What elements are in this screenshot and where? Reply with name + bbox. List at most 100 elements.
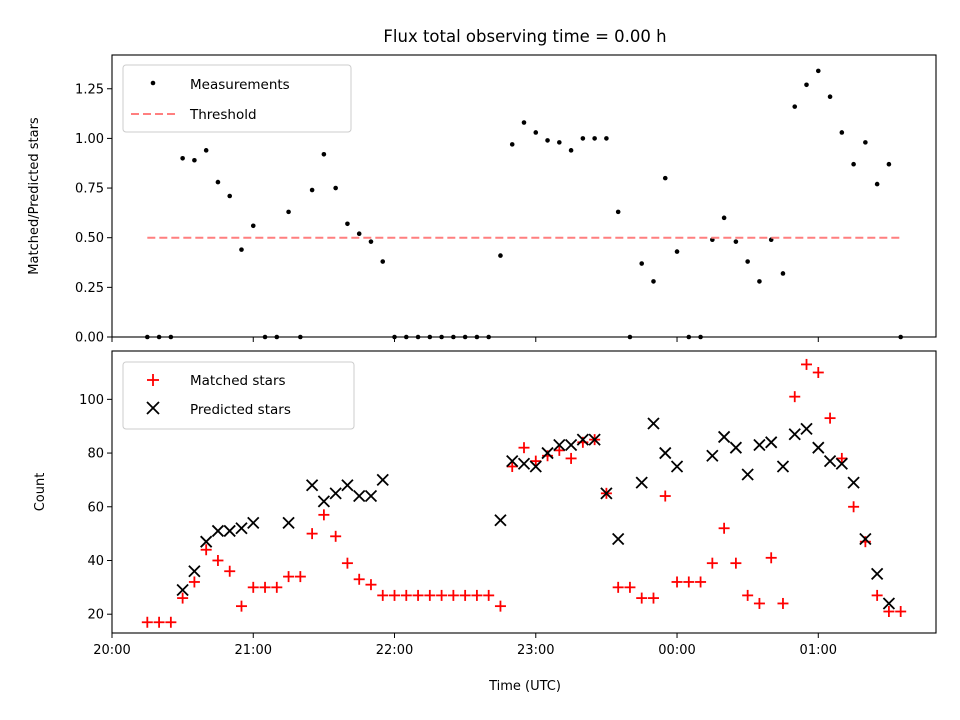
predicted-stars-point xyxy=(882,597,896,610)
top-y-tick-label: 0.00 xyxy=(75,331,104,346)
matched-stars-point xyxy=(459,589,471,601)
matched-stars-point xyxy=(318,509,330,521)
bottom-y-tick-label: 60 xyxy=(87,500,104,515)
predicted-stars-point xyxy=(823,454,837,468)
predicted-stars-point xyxy=(612,532,625,546)
matched-stars-point xyxy=(353,573,365,585)
predicted-stars-point xyxy=(247,516,260,530)
matched-stars-point xyxy=(789,391,801,403)
measurements-point xyxy=(839,130,845,135)
matched-stars-point xyxy=(647,592,659,604)
measurements-point xyxy=(545,138,550,143)
measurements-point xyxy=(521,120,527,125)
matched-stars-point xyxy=(871,589,883,601)
matched-stars-point xyxy=(812,366,824,378)
measurements-point xyxy=(509,142,515,147)
top-legend: Measurements Threshold xyxy=(122,64,352,133)
predicted-stars-point xyxy=(859,532,872,546)
predicted-stars-point xyxy=(188,565,201,578)
bottom-x-tick-label: 00:00 xyxy=(658,643,695,658)
matched-stars-point xyxy=(801,358,813,370)
predicted-stars-point xyxy=(211,524,225,538)
matched-stars-point xyxy=(424,589,436,601)
matched-stars-point xyxy=(659,490,671,502)
matched-stars-point xyxy=(718,522,730,534)
bottom-x-tick-label: 23:00 xyxy=(517,643,554,658)
top-y-tick-label: 1.00 xyxy=(75,132,104,147)
measurements-point xyxy=(227,193,233,199)
measurements-point xyxy=(557,140,562,145)
measurements-point xyxy=(403,334,409,340)
predicted-stars-point xyxy=(812,441,825,454)
bottom-y-tick-label: 100 xyxy=(79,393,104,408)
measurements-point xyxy=(462,334,468,340)
measurements-point xyxy=(792,104,798,109)
matched-stars-point xyxy=(695,576,707,588)
measurements-point xyxy=(698,334,703,340)
figure-title: Flux total observing time = 0.00 h xyxy=(383,27,666,46)
matched-stars-point xyxy=(671,576,683,588)
bottom-y-tick-label: 40 xyxy=(87,554,104,569)
matched-stars-point xyxy=(330,530,342,542)
predicted-stars-point xyxy=(529,460,542,473)
matched-stars-point xyxy=(224,565,236,577)
matched-stars-point xyxy=(247,581,259,593)
matched-stars-point xyxy=(165,616,177,628)
predicted-stars-point xyxy=(553,438,566,452)
predicted-stars-point xyxy=(706,449,719,462)
matched-stars-point xyxy=(683,576,695,588)
legend-measurements-label: Measurements xyxy=(190,77,290,93)
bottom-x-tick-label: 21:00 xyxy=(235,643,272,658)
measurements-point xyxy=(168,334,174,340)
matched-stars-point xyxy=(612,581,624,593)
matched-stars-point xyxy=(636,592,648,604)
predicted-stars-point xyxy=(376,473,389,487)
measurements-point xyxy=(639,261,645,266)
measurements-point xyxy=(145,334,150,340)
matched-stars-point xyxy=(259,581,271,593)
measurements-point xyxy=(156,334,162,340)
matched-stars-point xyxy=(848,501,860,513)
top-y-ticks: 0.00 0.25 0.50 0.75 1.00 1.25 xyxy=(75,82,112,346)
predicted-stars-point xyxy=(800,422,813,436)
bottom-legend: Matched stars Predicted stars xyxy=(122,361,355,430)
matched-stars-point xyxy=(294,571,306,583)
measurements-point xyxy=(757,279,762,284)
predicted-stars-point xyxy=(659,446,672,460)
predicted-stars-point xyxy=(835,457,848,470)
measurements-point xyxy=(498,253,503,258)
predicted-stars-point xyxy=(282,516,295,530)
bottom-y-tick-label: 20 xyxy=(87,608,104,623)
predicted-stars-point xyxy=(588,433,601,446)
x-axis-label: Time (UTC) xyxy=(488,679,561,694)
bottom-y-axis-label: Count xyxy=(33,473,48,512)
measurements-point xyxy=(333,185,338,191)
measurements-point xyxy=(286,209,291,215)
matched-stars-point xyxy=(306,528,318,540)
measurements-point xyxy=(580,136,586,141)
bottom-series xyxy=(141,358,907,628)
measurements-point xyxy=(309,187,315,193)
predicted-stars-point xyxy=(305,479,319,492)
measurements-point xyxy=(745,259,750,264)
matched-stars-point xyxy=(377,589,389,601)
matched-stars-point xyxy=(530,455,542,467)
predicted-stars-point xyxy=(506,454,519,468)
measurements-point xyxy=(568,148,574,153)
predicted-stars-point xyxy=(753,438,766,452)
matched-stars-point xyxy=(824,412,836,424)
measurements-point xyxy=(392,334,397,340)
measurements-point xyxy=(874,181,880,187)
predicted-stars-point xyxy=(494,514,507,527)
matched-stars-point xyxy=(706,557,718,569)
measurements-point xyxy=(898,334,903,340)
measurements-point xyxy=(780,271,786,276)
measurements-point xyxy=(851,161,856,167)
matched-stars-point xyxy=(565,452,577,464)
predicted-stars-point xyxy=(871,567,884,581)
predicted-stars-point xyxy=(647,417,660,430)
matched-stars-point xyxy=(400,589,412,601)
measurements-point xyxy=(250,223,256,229)
measurements-point xyxy=(615,209,621,215)
